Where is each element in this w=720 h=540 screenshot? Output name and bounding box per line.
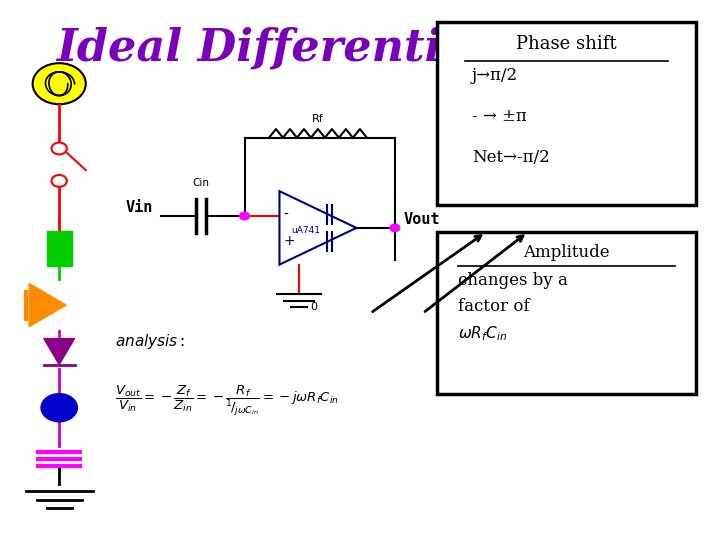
Text: Vout: Vout <box>403 212 440 227</box>
Text: $\omega R_f C_{in}$: $\omega R_f C_{in}$ <box>458 324 507 343</box>
Circle shape <box>41 394 77 422</box>
FancyBboxPatch shape <box>437 22 696 205</box>
Polygon shape <box>44 339 75 364</box>
Text: Ideal Differentiator: Ideal Differentiator <box>56 27 544 70</box>
Text: j→π/2: j→π/2 <box>472 68 518 84</box>
Text: +: + <box>284 234 295 248</box>
Circle shape <box>240 212 249 220</box>
FancyBboxPatch shape <box>437 232 696 394</box>
Circle shape <box>52 175 67 187</box>
Bar <box>47 231 72 266</box>
Text: Amplitude: Amplitude <box>523 244 609 261</box>
Text: Rf: Rf <box>312 113 324 124</box>
Text: Vin: Vin <box>125 200 153 215</box>
Text: $\dfrac{V_{out}}{V_{in}} = -\dfrac{Z_f}{Z_{in}} = -\dfrac{R_f}{{}^{1}\!/_{j\omeg: $\dfrac{V_{out}}{V_{in}} = -\dfrac{Z_f}{… <box>115 383 339 418</box>
Text: Net→-π/2: Net→-π/2 <box>472 148 549 165</box>
Polygon shape <box>29 284 66 327</box>
Text: 0: 0 <box>310 302 318 313</box>
Text: changes by a: changes by a <box>458 272 567 289</box>
Text: -: - <box>284 207 289 221</box>
Text: uA741: uA741 <box>292 226 320 234</box>
Text: factor of: factor of <box>458 298 529 315</box>
Circle shape <box>32 63 86 104</box>
Text: Cin: Cin <box>192 178 209 188</box>
Circle shape <box>52 143 67 154</box>
Text: $\mathit{analysis:}$: $\mathit{analysis:}$ <box>115 332 185 350</box>
Text: Phase shift: Phase shift <box>516 35 616 53</box>
Circle shape <box>390 224 400 232</box>
Text: - → ±π: - → ±π <box>472 108 526 125</box>
